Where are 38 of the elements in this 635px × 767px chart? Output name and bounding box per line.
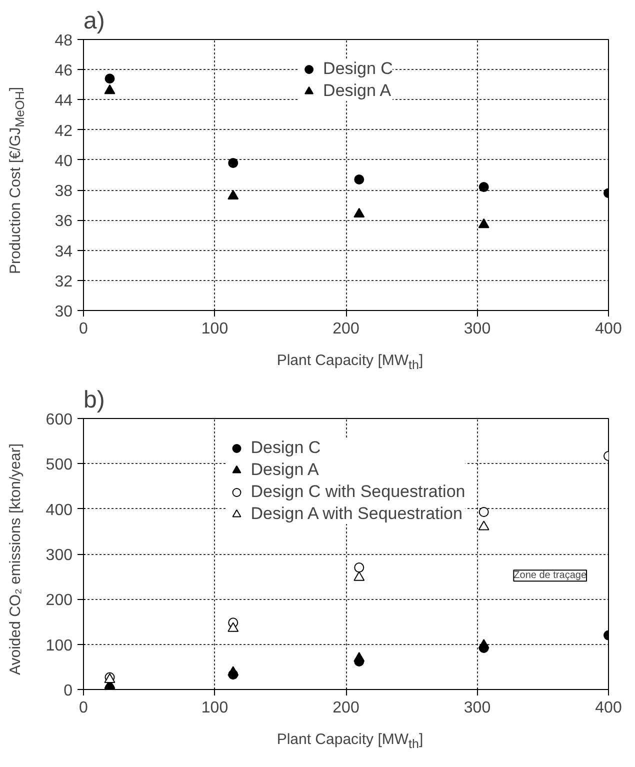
x-tick-label: 200 [332,320,360,338]
y-tick-label: 44 [54,92,73,110]
y-tick-label: 30 [54,304,73,320]
y-tick-label: 46 [54,62,73,80]
y-tick-label: 48 [54,32,73,50]
y-tick-label: 38 [54,183,73,200]
legend-label: Design C [250,438,321,458]
y-tick-label: 34 [54,243,73,260]
x-tick-label: 200 [332,700,360,716]
y-tick-label: 36 [54,213,73,230]
y-tick-label: 0 [64,682,73,700]
y-tick-label: 300 [46,547,73,564]
y-tick-label: 40 [54,152,73,170]
x-tick-label: 400 [595,320,622,338]
chart-title: a) [84,8,105,34]
legend-label: Design C with Sequestration [250,482,466,502]
y-tick-label: 42 [54,122,73,140]
y-tick-label: 32 [54,273,73,290]
legend-label: Design A [250,460,319,480]
x-tick-label: 0 [79,700,88,716]
x-tick-label: 100 [201,700,228,716]
x-tick-label: 100 [201,320,228,338]
legend-label: Design C [323,59,393,79]
x-axis-title: Plant Capacity [MW$_{th}$] [276,351,424,374]
y-tick-label: 200 [46,592,73,610]
y-tick-label: 100 [46,637,73,654]
x-tick-label: 300 [464,700,491,716]
legend-label: Design A [323,81,392,101]
legend-label: Design A with Sequestration [250,504,462,524]
y-axis-title: Avoided CO₂ emissions [kton/year] [6,443,25,675]
chart-title: b) [84,386,105,414]
y-tick-label: 500 [46,456,73,474]
y-tick-label: 400 [46,502,73,519]
x-axis-title: Plant Capacity [MW$_{th}$] [276,730,424,753]
x-tick-label: 0 [79,320,88,338]
x-tick-label: 400 [595,700,622,716]
y-tick-label: 600 [46,412,73,428]
x-tick-label: 300 [464,320,491,338]
